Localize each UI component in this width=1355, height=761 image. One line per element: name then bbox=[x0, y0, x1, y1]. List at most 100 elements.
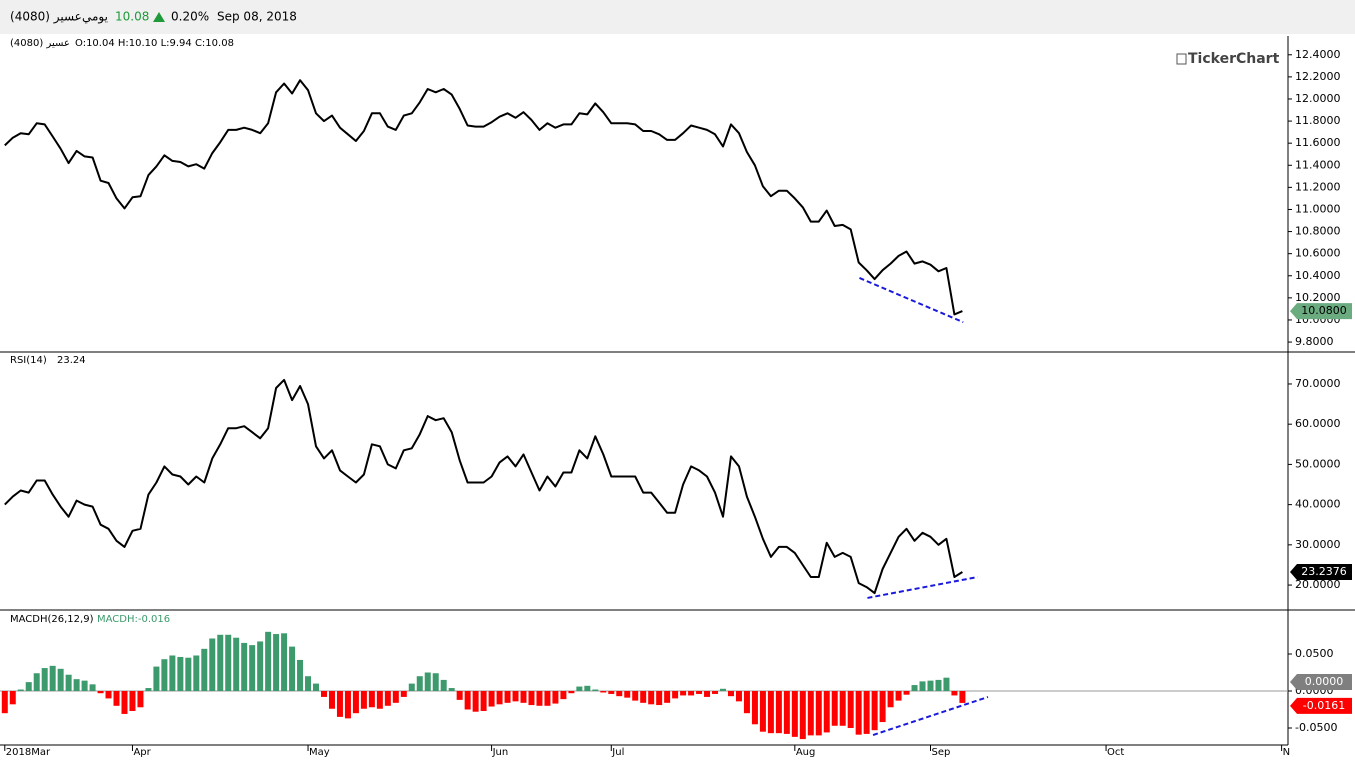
histogram-bar bbox=[408, 683, 415, 692]
y-tick-label: 10.2000 bbox=[1295, 291, 1341, 304]
histogram-bar bbox=[33, 673, 40, 692]
x-tick-label: Oct bbox=[1107, 747, 1124, 758]
histogram-bar bbox=[664, 691, 671, 703]
y-tick-label: 20.0000 bbox=[1295, 578, 1341, 591]
histogram-bar bbox=[201, 648, 208, 692]
histogram-bar bbox=[384, 691, 391, 706]
histogram-bar bbox=[799, 691, 806, 740]
histogram-bar bbox=[177, 656, 184, 692]
pane-value: 23.24 bbox=[57, 355, 86, 366]
histogram-bar bbox=[25, 682, 32, 692]
histogram-bar bbox=[576, 686, 583, 692]
histogram-bar bbox=[424, 672, 431, 692]
header: عسير (4080) يومي 10.08 0.20% Sep 08, 201… bbox=[10, 10, 297, 25]
histogram-bar bbox=[911, 685, 918, 692]
histogram-bar bbox=[815, 691, 822, 736]
x-tick-label: Jun bbox=[492, 747, 509, 758]
histogram-bar bbox=[648, 691, 655, 705]
histogram-bar bbox=[273, 634, 280, 692]
histogram-bar bbox=[895, 691, 902, 701]
histogram-bar bbox=[903, 691, 910, 695]
y-tick-label: 12.2000 bbox=[1295, 70, 1341, 83]
last-value-badge: 10.0800 bbox=[1301, 304, 1347, 317]
y-tick-label: 11.2000 bbox=[1295, 180, 1341, 193]
histogram-bar bbox=[297, 659, 304, 692]
histogram-bar bbox=[265, 631, 272, 692]
histogram-bar bbox=[887, 691, 894, 708]
histogram-bar bbox=[943, 677, 950, 692]
histogram-bar bbox=[472, 691, 479, 712]
histogram-bar bbox=[727, 691, 734, 697]
pane-subtitle: O:10.04 H:10.10 L:9.94 C:10.08 bbox=[75, 38, 234, 49]
histogram-bar bbox=[839, 691, 846, 726]
histogram-bar bbox=[97, 691, 104, 694]
histogram-bar bbox=[775, 691, 782, 734]
histogram-bar bbox=[791, 691, 798, 737]
histogram-bar bbox=[289, 646, 296, 692]
trendline bbox=[867, 576, 978, 599]
histogram-bar bbox=[767, 691, 774, 734]
histogram-bar bbox=[1, 691, 8, 714]
histogram-bar bbox=[464, 691, 471, 710]
x-tick-label: N bbox=[1283, 747, 1290, 758]
histogram-bar bbox=[456, 691, 463, 700]
y-tick-label: 11.6000 bbox=[1295, 136, 1341, 149]
x-tick-label: Aug bbox=[796, 747, 816, 758]
y-tick-label: 30.0000 bbox=[1295, 538, 1341, 551]
y-tick-label: 9.8000 bbox=[1295, 335, 1334, 348]
histogram-bar bbox=[520, 691, 527, 703]
histogram-bar bbox=[185, 657, 192, 692]
price-line bbox=[4, 378, 963, 595]
histogram-bar bbox=[352, 691, 359, 714]
y-tick-label: 12.0000 bbox=[1295, 92, 1341, 105]
histogram-bar bbox=[129, 691, 136, 711]
histogram-bar bbox=[440, 679, 447, 692]
histogram-bar bbox=[536, 691, 543, 706]
histogram-bar bbox=[568, 691, 575, 694]
last-value-badge-bg bbox=[1290, 564, 1352, 581]
histogram-bar bbox=[480, 691, 487, 711]
price-line bbox=[4, 79, 963, 316]
histogram-bar bbox=[656, 691, 663, 706]
y-tick-label: 11.4000 bbox=[1295, 158, 1341, 171]
histogram-bar bbox=[616, 691, 623, 697]
watermark: TickerChart bbox=[1188, 51, 1280, 67]
last-value-badge: -0.0161 bbox=[1303, 699, 1345, 712]
histogram-bar bbox=[137, 691, 144, 708]
histogram-bar bbox=[696, 691, 703, 694]
histogram-bar bbox=[608, 691, 615, 694]
histogram-bar bbox=[680, 691, 687, 696]
last-value-badge: 23.2376 bbox=[1301, 565, 1347, 578]
histogram-bar bbox=[241, 642, 248, 692]
histogram-bar bbox=[512, 691, 519, 702]
pane-subtitle: MACDH:-0.016 bbox=[97, 614, 170, 625]
signal-badge-bg bbox=[1290, 674, 1352, 691]
histogram-bar bbox=[640, 691, 647, 703]
histogram-bar bbox=[600, 691, 607, 693]
histogram-bar bbox=[959, 691, 966, 703]
histogram-bar bbox=[320, 691, 327, 697]
histogram-bar bbox=[392, 691, 399, 703]
histogram-bar bbox=[305, 676, 312, 692]
y-tick-label: 10.6000 bbox=[1295, 247, 1341, 260]
histogram-bar bbox=[831, 691, 838, 726]
histogram-bar bbox=[89, 684, 96, 692]
histogram-bar bbox=[217, 634, 224, 692]
y-tick-label: 50.0000 bbox=[1295, 457, 1341, 470]
last-value-badge-bg bbox=[1290, 697, 1352, 714]
last-value-badge-bg bbox=[1290, 303, 1352, 320]
x-tick-label: 2018Mar bbox=[6, 747, 51, 758]
histogram-bar bbox=[448, 688, 455, 692]
histogram-bar bbox=[49, 665, 56, 692]
up-arrow bbox=[153, 12, 165, 22]
y-tick-label: 70.0000 bbox=[1295, 377, 1341, 390]
pane-title: عسير (4080) bbox=[10, 38, 70, 49]
histogram-bar bbox=[432, 673, 439, 692]
histogram-bar bbox=[935, 679, 942, 692]
histogram-bar bbox=[704, 691, 711, 697]
histogram-bar bbox=[161, 659, 168, 692]
histogram-bar bbox=[113, 691, 120, 706]
histogram-bar bbox=[751, 691, 758, 725]
histogram-bar bbox=[41, 668, 48, 692]
